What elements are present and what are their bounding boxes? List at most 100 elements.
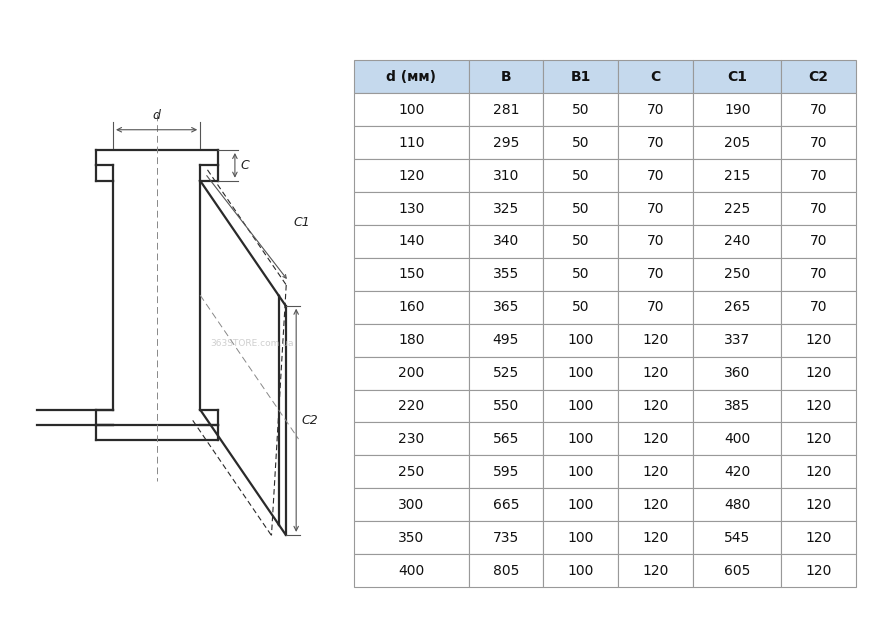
Bar <box>618 455 693 488</box>
Bar <box>468 389 543 422</box>
Text: 220: 220 <box>398 399 424 413</box>
Bar <box>693 225 780 258</box>
Text: 70: 70 <box>647 135 664 149</box>
Bar <box>618 93 693 126</box>
Bar <box>543 554 618 587</box>
Bar <box>468 455 543 488</box>
Text: C: C <box>650 70 660 84</box>
Text: 365: 365 <box>492 300 519 314</box>
Bar <box>543 324 618 357</box>
Bar <box>354 389 468 422</box>
Bar <box>618 357 693 389</box>
Text: 200: 200 <box>398 366 424 380</box>
Text: 120: 120 <box>642 366 668 380</box>
Bar <box>780 554 855 587</box>
Bar <box>543 225 618 258</box>
Text: 250: 250 <box>723 267 749 281</box>
Text: 50: 50 <box>572 267 589 281</box>
Text: 120: 120 <box>805 399 831 413</box>
Bar <box>618 324 693 357</box>
Bar <box>780 225 855 258</box>
Bar <box>618 192 693 225</box>
Bar <box>354 357 468 389</box>
Bar <box>354 521 468 554</box>
Bar <box>543 357 618 389</box>
Text: 100: 100 <box>567 399 594 413</box>
Text: 400: 400 <box>723 432 749 446</box>
Text: 281: 281 <box>492 103 519 117</box>
Text: 70: 70 <box>809 103 826 117</box>
Bar <box>780 324 855 357</box>
Text: 120: 120 <box>805 465 831 479</box>
Bar <box>543 521 618 554</box>
Bar <box>468 159 543 192</box>
Text: 545: 545 <box>723 530 749 544</box>
Text: 110: 110 <box>397 135 424 149</box>
Text: 120: 120 <box>642 563 668 577</box>
Bar <box>543 126 618 159</box>
Bar <box>693 488 780 522</box>
Text: 385: 385 <box>723 399 750 413</box>
Bar <box>543 192 618 225</box>
Text: 230: 230 <box>398 432 424 446</box>
Text: 100: 100 <box>567 333 594 347</box>
Bar <box>543 93 618 126</box>
Bar <box>618 258 693 291</box>
Bar <box>543 159 618 192</box>
Text: 295: 295 <box>492 135 519 149</box>
Bar <box>354 488 468 522</box>
Text: 70: 70 <box>647 103 664 117</box>
Bar <box>618 488 693 522</box>
Text: 70: 70 <box>809 267 826 281</box>
Bar <box>468 357 543 389</box>
Text: 190: 190 <box>723 103 750 117</box>
Text: 735: 735 <box>492 530 519 544</box>
Text: 180: 180 <box>397 333 424 347</box>
Bar <box>618 225 693 258</box>
Text: 565: 565 <box>492 432 519 446</box>
Text: 50: 50 <box>572 300 589 314</box>
Bar <box>693 60 780 93</box>
Bar <box>693 93 780 126</box>
Bar <box>468 521 543 554</box>
Bar <box>618 291 693 324</box>
Text: 120: 120 <box>805 366 831 380</box>
Text: d (мм): d (мм) <box>386 70 435 84</box>
Text: 495: 495 <box>492 333 519 347</box>
Bar <box>780 521 855 554</box>
Text: C1: C1 <box>293 216 309 229</box>
Text: 50: 50 <box>572 135 589 149</box>
Bar <box>693 126 780 159</box>
Bar <box>693 422 780 455</box>
Bar <box>543 488 618 522</box>
Text: 70: 70 <box>809 135 826 149</box>
Text: 120: 120 <box>642 432 668 446</box>
Text: 70: 70 <box>647 202 664 216</box>
Bar <box>468 192 543 225</box>
Text: 400: 400 <box>398 563 424 577</box>
Text: 120: 120 <box>642 498 668 512</box>
Text: 340: 340 <box>492 235 519 249</box>
Bar <box>693 554 780 587</box>
Bar <box>780 126 855 159</box>
Text: 70: 70 <box>809 300 826 314</box>
Text: 100: 100 <box>567 563 594 577</box>
Text: 420: 420 <box>723 465 749 479</box>
Bar <box>693 324 780 357</box>
Bar <box>618 60 693 93</box>
Bar <box>780 389 855 422</box>
Bar <box>780 258 855 291</box>
Bar <box>693 389 780 422</box>
Bar <box>468 422 543 455</box>
Text: 70: 70 <box>647 235 664 249</box>
Text: 265: 265 <box>723 300 750 314</box>
Bar <box>780 455 855 488</box>
Text: 70: 70 <box>647 169 664 183</box>
Text: 130: 130 <box>398 202 424 216</box>
Bar <box>543 60 618 93</box>
Text: B1: B1 <box>570 70 590 84</box>
Bar <box>543 422 618 455</box>
Bar <box>693 159 780 192</box>
Bar <box>354 93 468 126</box>
Text: 120: 120 <box>805 333 831 347</box>
